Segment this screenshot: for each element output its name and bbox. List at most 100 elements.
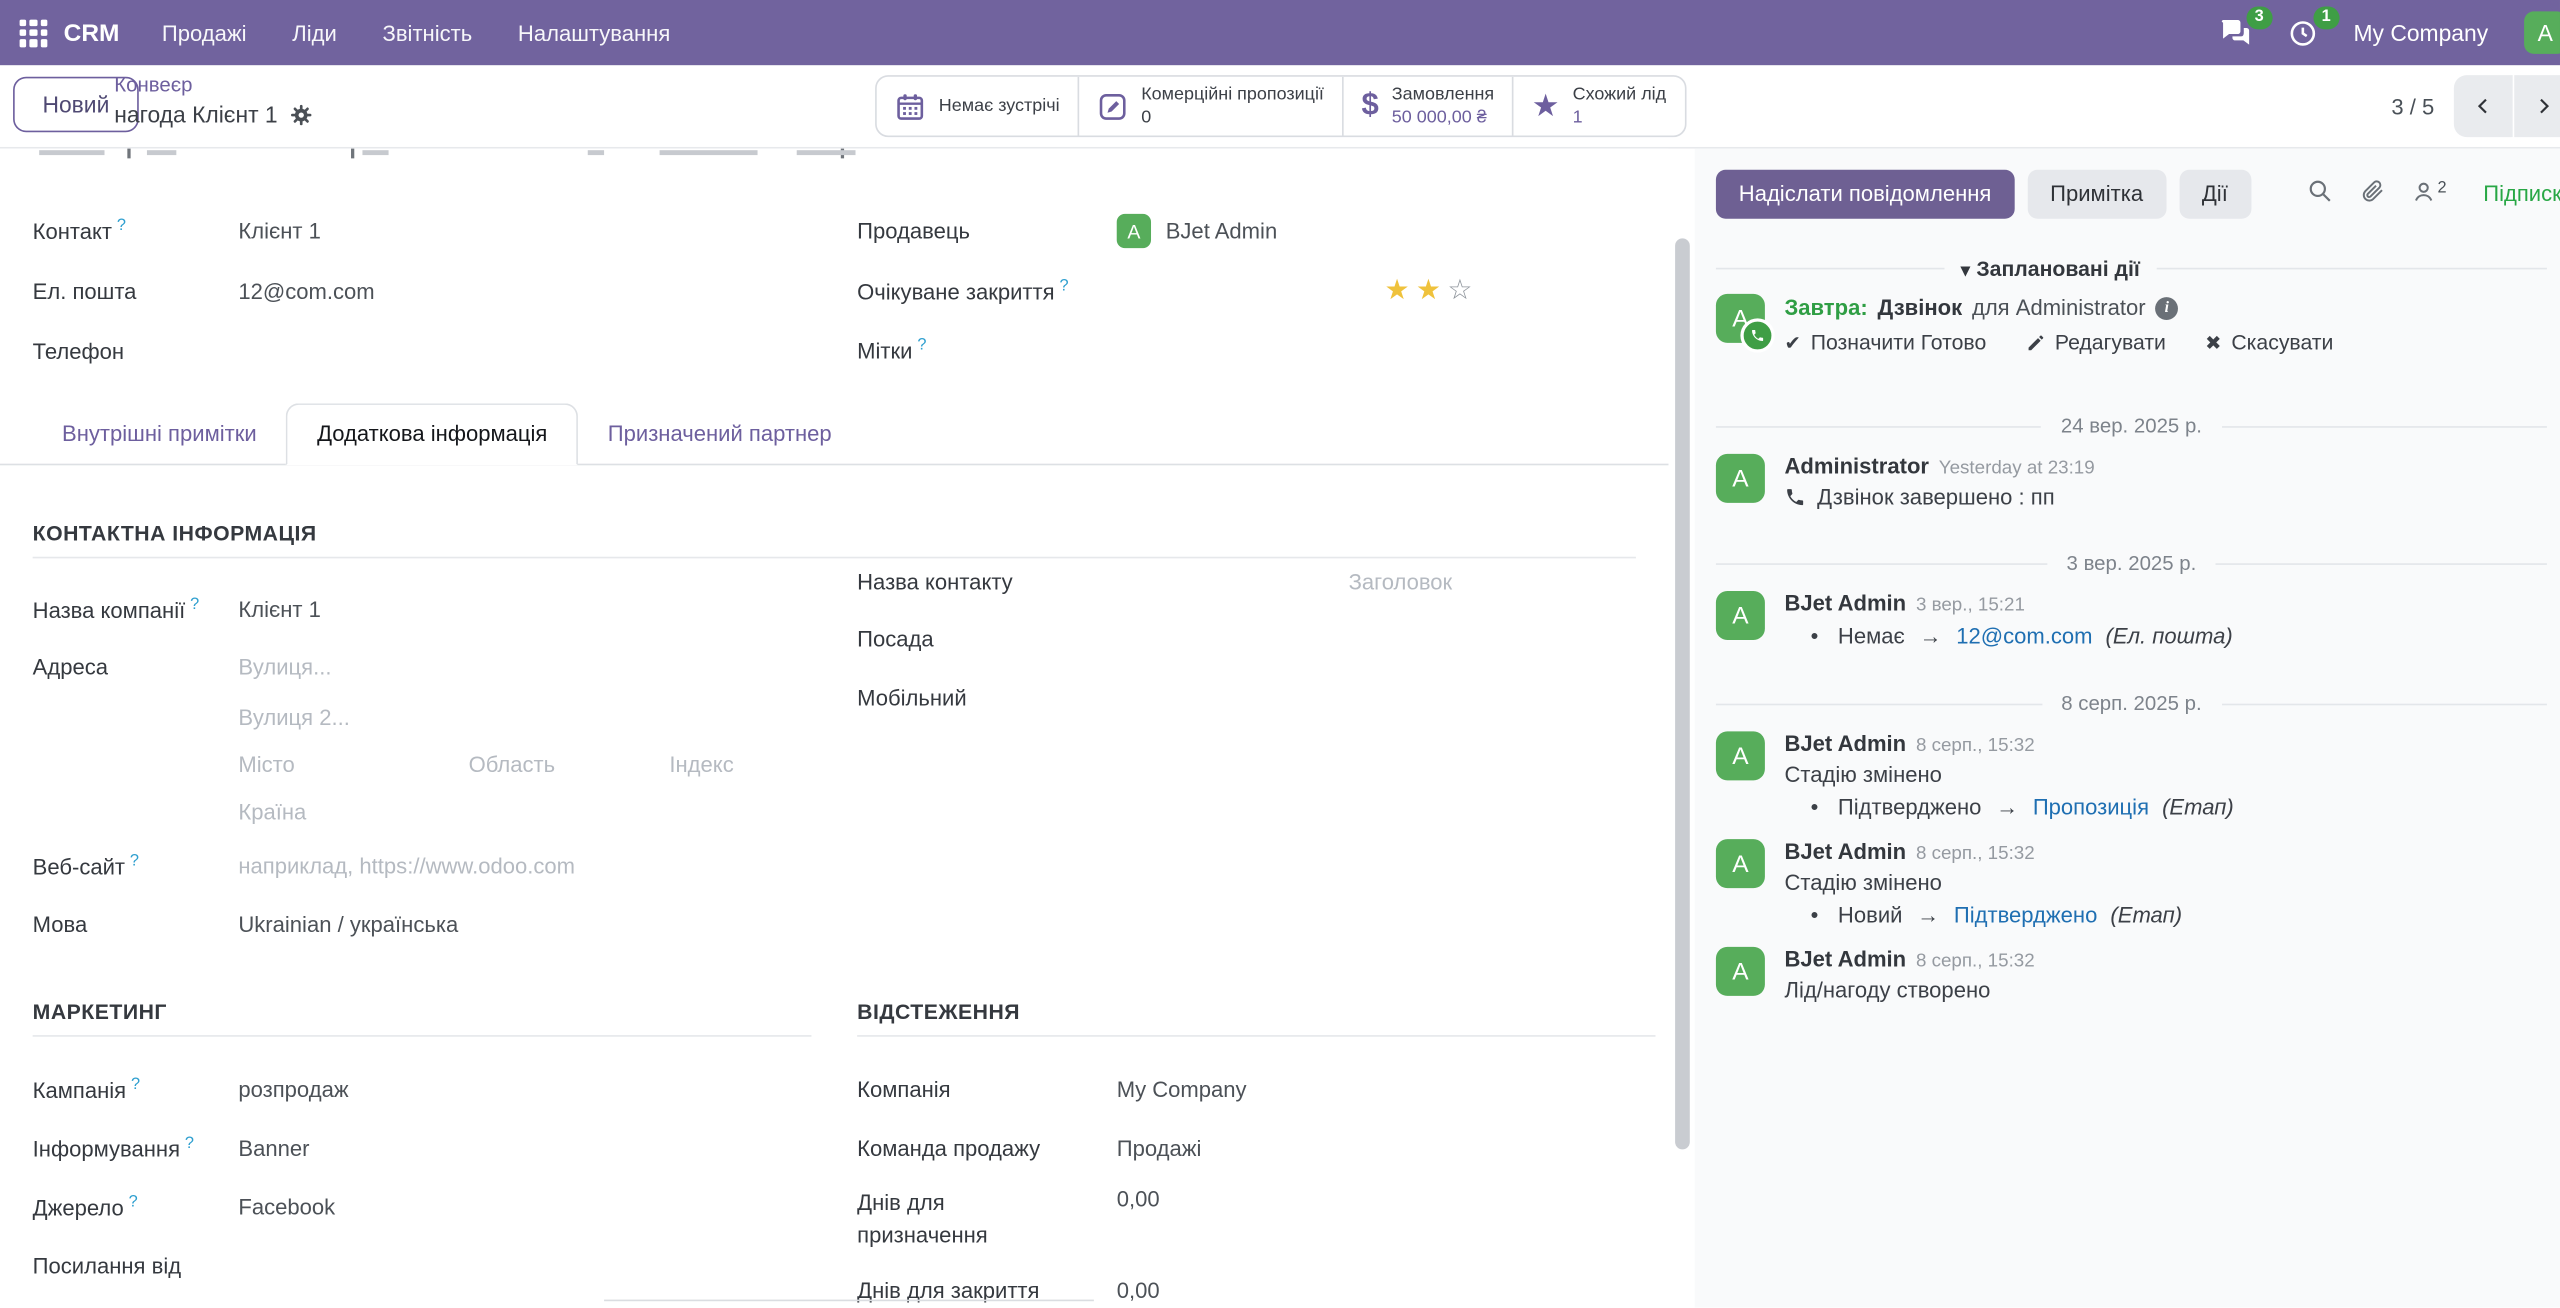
campaign-label: Кампанія?	[32, 1075, 141, 1103]
marketing-fields: Кампанія? розпродаж Інформування? Banner…	[33, 1060, 817, 1295]
planned-activities-header[interactable]: ▾ Заплановані дії	[1715, 256, 2547, 281]
message-author[interactable]: Administrator	[1784, 453, 1930, 479]
mark-done-button[interactable]: ✔ Позначити Готово	[1784, 329, 1987, 355]
following-button[interactable]: Підписки	[2483, 181, 2560, 206]
activity-assignee: для Administrator	[1971, 295, 2146, 320]
followers-icon[interactable]: 2	[2411, 179, 2447, 203]
company-name-field[interactable]: Клієнт 1	[238, 597, 321, 623]
stat-button-similar-leads[interactable]: ★ Схожий лід 1	[1512, 76, 1684, 136]
clipped-text-fragment	[39, 150, 105, 156]
days-to-assign-label: Днів для призначення	[857, 1190, 988, 1247]
date-separator: 24 вер. 2025 р.	[1715, 415, 2547, 438]
message-author[interactable]: BJet Admin	[1784, 591, 1907, 616]
menu-sales[interactable]: Продажі	[161, 20, 247, 45]
tab-internal-notes[interactable]: Внутрішні примітки	[62, 421, 257, 446]
track-new-value[interactable]: Підтверджено	[1953, 902, 2098, 928]
stat-button-quotations[interactable]: Комерційні пропозиції 0	[1077, 76, 1342, 136]
website-field[interactable]: наприклад, https://www.odoo.com	[238, 853, 576, 878]
message-author[interactable]: BJet Admin	[1784, 839, 1907, 864]
notebook-tabs: Внутрішні примітки Додаткова інформація …	[0, 403, 1669, 466]
title-field[interactable]: Заголовок	[1348, 569, 1453, 595]
breadcrumb-parent[interactable]: Конвеєр	[114, 73, 193, 97]
activities-button[interactable]: Дії	[2179, 169, 2251, 219]
search-messages-icon[interactable]	[2307, 178, 2333, 204]
priority-stars[interactable]: ★★☆	[1384, 274, 1478, 307]
form-scrollbar[interactable]	[1675, 238, 1690, 1150]
log-note-button[interactable]: Примітка	[2027, 169, 2166, 219]
pager-previous-button[interactable]	[2453, 75, 2513, 138]
message: A BJet Admin 3 вер., 15:21 • Немає → 12@com.…	[1715, 591, 2540, 649]
help-question-icon: ?	[131, 1075, 141, 1094]
activity-due: Завтра:	[1784, 295, 1868, 320]
message-time: 8 серп., 15:32	[1915, 736, 2035, 756]
zip-field[interactable]: Індекс	[669, 752, 734, 778]
tab-assigned-partner[interactable]: Призначений партнер	[607, 421, 832, 446]
menu-reporting[interactable]: Звітність	[382, 20, 473, 45]
new-button[interactable]: Новий	[13, 76, 139, 133]
country-field[interactable]: Країна	[238, 799, 307, 825]
stat-quotations-label: Комерційні пропозиції	[1141, 84, 1324, 105]
street-field[interactable]: Вулиця...	[238, 654, 332, 680]
help-question-icon: ?	[917, 335, 927, 354]
menu-leads[interactable]: Ліди	[292, 20, 337, 45]
track-old-value: Новий	[1837, 902, 1903, 928]
section-marketing: МАРКЕТИНГ	[32, 999, 812, 1037]
arrow-right-icon: →	[1996, 795, 2019, 820]
record-title[interactable]: нагода Клієнт 1	[114, 101, 278, 128]
contact-field[interactable]: Клієнт 1	[238, 218, 321, 244]
message-author[interactable]: BJet Admin	[1784, 731, 1907, 756]
state-field[interactable]: Область	[468, 752, 556, 778]
edit-activity-button[interactable]: Редагувати	[2025, 330, 2166, 354]
email-field[interactable]: 12@com.com	[238, 279, 375, 304]
stat-button-orders[interactable]: $ Замовлення 50 000,00 ₴	[1341, 76, 1512, 136]
star-filled-icon[interactable]: ★	[1384, 274, 1416, 306]
expected-closing-label: Очікуване закриття?	[857, 277, 1069, 305]
salesperson-field[interactable]: BJet Admin	[1165, 218, 1278, 244]
tab-extra-information[interactable]: Додаткова інформація	[286, 403, 579, 466]
sales-team-field[interactable]: Продажі	[1116, 1135, 1202, 1160]
cancel-activity-button[interactable]: ✖ Скасувати	[2205, 329, 2334, 355]
clipped-text-fragment	[796, 150, 856, 156]
track-new-value[interactable]: 12@com.com	[1956, 623, 2093, 649]
campaign-field[interactable]: розпродаж	[238, 1076, 349, 1102]
dollar-icon: $	[1361, 88, 1379, 123]
medium-field[interactable]: Banner	[238, 1135, 310, 1160]
gear-icon[interactable]	[289, 103, 313, 127]
language-field[interactable]: Ukrainian / українська	[238, 911, 459, 937]
chevron-right-icon	[2540, 98, 2550, 114]
divider	[2156, 267, 2547, 270]
phone-icon	[1787, 489, 1804, 506]
tracking-company-field[interactable]: My Company	[1116, 1076, 1247, 1102]
stat-button-meetings[interactable]: Немає зустрічі	[877, 77, 1078, 136]
activities-icon[interactable]: 1	[2287, 5, 2339, 48]
attachments-icon[interactable]	[2359, 178, 2385, 204]
chatter-icons: 2	[2307, 178, 2447, 204]
track-new-value[interactable]: Пропозиція	[2032, 795, 2150, 820]
star-empty-icon[interactable]: ☆	[1447, 274, 1479, 306]
message-time: 8 серп., 15:32	[1915, 844, 2035, 864]
app-name[interactable]: CRM	[63, 18, 120, 47]
bullet: •	[1810, 795, 1819, 820]
city-field[interactable]: Місто	[238, 752, 295, 778]
pager-count: 3 / 5	[2391, 93, 2435, 119]
street2-field[interactable]: Вулиця 2...	[238, 705, 350, 730]
apps-grid-icon[interactable]	[19, 18, 48, 47]
activity-summary[interactable]: Дзвінок	[1877, 295, 1963, 320]
info-icon[interactable]: i	[2155, 296, 2179, 320]
pager: 3 / 5	[2391, 75, 2560, 138]
help-question-icon: ?	[129, 851, 140, 870]
send-message-button[interactable]: Надіслати повідомлення	[1715, 169, 2015, 219]
pager-next-button[interactable]	[2514, 75, 2560, 138]
messages-icon[interactable]: 3	[2218, 6, 2272, 47]
message-author[interactable]: BJet Admin	[1784, 946, 1907, 972]
user-avatar[interactable]: A	[2524, 11, 2560, 54]
chat-bubbles-icon	[2220, 19, 2249, 45]
sales-team-label: Команда продажу	[857, 1135, 1041, 1160]
divider	[2221, 702, 2547, 705]
help-question-icon: ?	[116, 217, 126, 236]
source-field[interactable]: Facebook	[238, 1194, 336, 1219]
company-switcher[interactable]: My Company	[2353, 19, 2489, 46]
menu-settings[interactable]: Налаштування	[517, 20, 671, 45]
star-filled-icon[interactable]: ★	[1415, 274, 1448, 306]
edit-note-icon	[1099, 93, 1126, 120]
